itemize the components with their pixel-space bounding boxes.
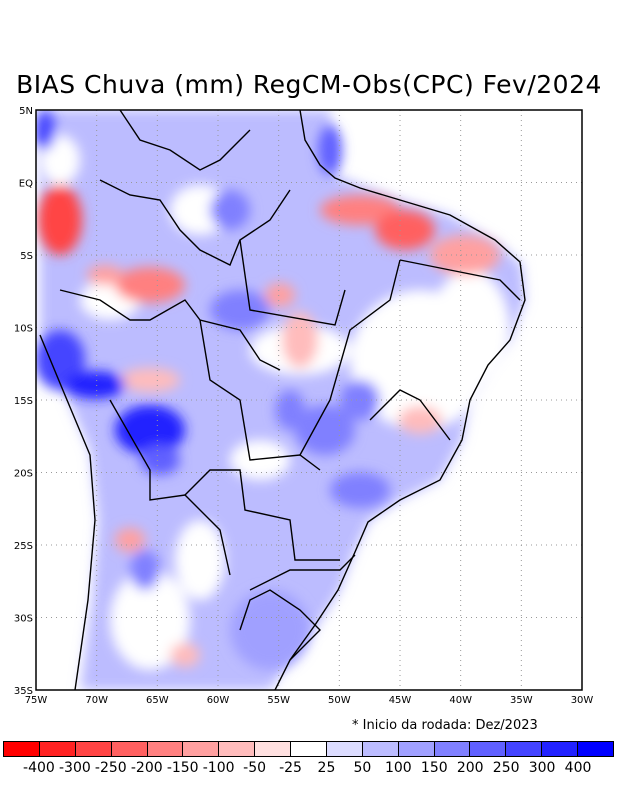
- lon-label: 55W: [267, 695, 290, 706]
- colorbar-swatch: [542, 742, 578, 756]
- lon-label: 40W: [449, 695, 472, 706]
- borders: [39, 110, 526, 690]
- colorbar-swatch: [183, 742, 220, 756]
- lat-label: 20S: [14, 469, 33, 480]
- colorbar-label: -25: [279, 760, 302, 776]
- colorbar-label: 400: [564, 760, 592, 776]
- colorbar: [3, 741, 614, 757]
- colorbar-swatch: [111, 742, 148, 756]
- colorbar-swatch: [4, 742, 40, 756]
- colorbar-label: -200: [130, 760, 163, 776]
- map-frame: [35, 109, 583, 691]
- map-title: BIAS Chuva (mm) RegCM-Obs(CPC) Fev/2024: [16, 70, 602, 99]
- lon-label: 30W: [571, 695, 594, 706]
- lon-label: 50W: [328, 695, 351, 706]
- colorbar-label: -50: [243, 760, 267, 776]
- lon-label: 60W: [207, 695, 230, 706]
- lat-label: 30S: [14, 614, 33, 625]
- colorbar-label: 25: [317, 760, 336, 776]
- colorbar-swatch: [326, 742, 363, 756]
- colorbar-swatch: [470, 742, 507, 756]
- lat-label: 5N: [19, 106, 33, 117]
- lat-label: 25S: [14, 541, 33, 552]
- colorbar-swatch: [147, 742, 184, 756]
- latitude-labels: 5N EQ 5S 10S 15S 20S 25S 30S 35S: [14, 106, 33, 697]
- colorbar-swatch: [398, 742, 435, 756]
- colorbar-label: -100: [202, 760, 235, 776]
- colorbar-label: 300: [528, 760, 556, 776]
- lon-label: 35W: [510, 695, 533, 706]
- grid-lines: [36, 110, 582, 690]
- colorbar-label: 250: [492, 760, 520, 776]
- colorbar-label: -300: [58, 760, 91, 776]
- colorbar-swatch: [75, 742, 112, 756]
- colorbar-label: -250: [94, 760, 127, 776]
- colorbar-swatch: [506, 742, 543, 756]
- lat-label: 5S: [20, 251, 33, 262]
- colorbar-label: -150: [166, 760, 199, 776]
- lon-label: 45W: [389, 695, 412, 706]
- lon-label: 75W: [25, 695, 48, 706]
- colorbar-swatch: [39, 742, 76, 756]
- colorbar-label: 200: [456, 760, 484, 776]
- lon-label: 65W: [146, 695, 169, 706]
- colorbar-label: -400: [23, 760, 55, 776]
- lat-label: 15S: [14, 396, 33, 407]
- bias-map: 5N EQ 5S 10S 15S 20S 25S 30S 35S 75W 70W 65W 60W 55W…: [14, 106, 594, 706]
- lat-label: 10S: [14, 324, 33, 335]
- colorbar-swatch: [255, 742, 291, 756]
- colorbar-label: 150: [420, 760, 448, 776]
- run-start-note: * Inicio da rodada: Dez/2023: [352, 718, 538, 733]
- colorbar-swatch: [434, 742, 471, 756]
- lat-label: EQ: [19, 179, 33, 190]
- colorbar-swatch: [291, 742, 327, 756]
- colorbar-swatch: [219, 742, 256, 756]
- colorbar-swatch: [578, 742, 613, 756]
- lat-label: 35S: [14, 686, 33, 697]
- colorbar-label: 50: [353, 760, 372, 776]
- colorbar-swatch: [362, 742, 399, 756]
- lon-label: 70W: [85, 695, 108, 706]
- longitude-labels: 75W 70W 65W 60W 55W 50W 45W 40W 35W 30W: [25, 695, 594, 706]
- colorbar-label: 100: [384, 760, 412, 776]
